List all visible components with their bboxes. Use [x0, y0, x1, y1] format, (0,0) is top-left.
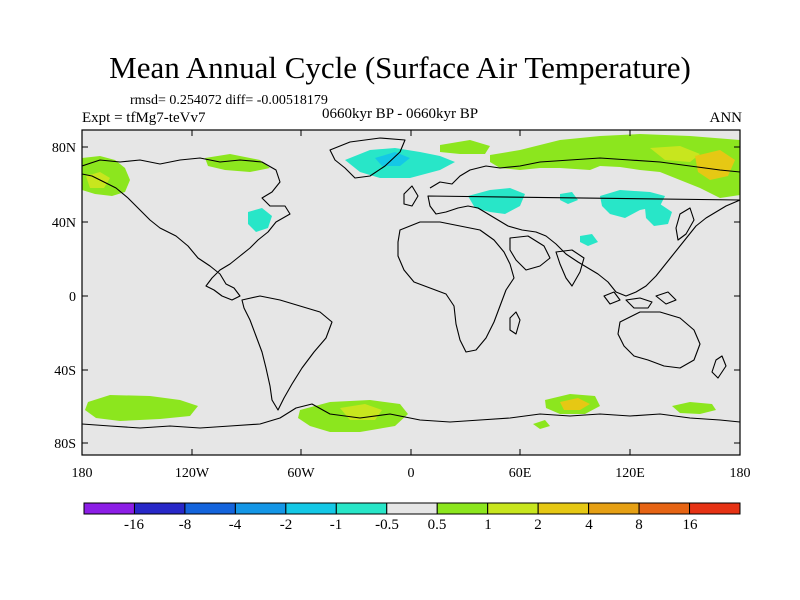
season-label: ANN [709, 110, 743, 126]
coast-india [555, 249, 585, 287]
lat-labels: 80N 40N 0 40S 80S [52, 141, 76, 452]
colorbar-swatch [83, 502, 135, 515]
east-antarctic-yellow-patch [560, 398, 590, 410]
colorbar-swatch [436, 502, 489, 515]
colorbar-swatch [487, 502, 539, 515]
experiment-label: Expt = tfMg7-teVv7 [82, 110, 206, 126]
coast-greenland [329, 137, 406, 179]
siberia-yellow-patch [650, 146, 700, 162]
colorbar-swatch [588, 502, 640, 515]
colorbar-label: 1 [484, 517, 492, 533]
coast-new-zealand [711, 355, 727, 379]
lon-label: 120E [615, 466, 645, 481]
coast-madagascar [509, 311, 521, 335]
colorbar-swatch [386, 502, 438, 515]
siberia-cyan-patch [600, 190, 665, 218]
coast-indonesia [603, 291, 677, 309]
lon-label: 0 [408, 466, 415, 481]
lon-label: 60W [287, 466, 315, 481]
far-east-cyan-patch [645, 204, 672, 226]
coast-north-america [82, 157, 291, 301]
europe-patch [468, 188, 525, 214]
coast-australia [617, 311, 701, 369]
colorbar-label: 4 [585, 517, 593, 533]
lon-label: 60E [509, 466, 532, 481]
stats-line: rmsd= 0.254072 diff= -0.00518179 [130, 93, 328, 108]
lat-label: 80N [52, 141, 76, 156]
plot-title: Mean Annual Cycle (Surface Air Temperatu… [109, 50, 691, 85]
colorbar-swatch [234, 502, 287, 515]
coast-africa [397, 221, 515, 353]
colorbar-label: -8 [178, 517, 192, 533]
colorbar-label: 0.5 [427, 517, 447, 533]
colorbar-swatch [638, 502, 691, 515]
colorbar-swatch [133, 502, 186, 515]
coast-arabia [509, 235, 551, 271]
lat-label: 40S [54, 364, 76, 379]
coast-antarctica [82, 403, 740, 429]
colorbar-swatch [335, 502, 388, 515]
colorbar-label: -2 [279, 517, 293, 533]
coast-japan [675, 207, 695, 241]
coast-eurasia [427, 157, 740, 297]
colorbar-swatch [285, 502, 337, 515]
colorbar-label: -1 [329, 517, 343, 533]
negative-anomaly-patches [248, 148, 672, 246]
siberia-gold-patch [695, 150, 735, 180]
lat-label: 80S [54, 437, 76, 452]
map-field [82, 130, 740, 455]
coast-south-america [241, 295, 333, 411]
antarctic-west-patch [85, 395, 198, 421]
greenland-north-patch [440, 140, 490, 154]
colorbar-swatch [184, 502, 236, 515]
great-lakes-patch [248, 208, 272, 232]
colorbar-label: 16 [682, 517, 698, 533]
lon-label: 120W [175, 466, 210, 481]
colorbar-swatch [537, 502, 590, 515]
lon-labels: 180 120W 60W 0 60E 120E 180 [72, 466, 751, 481]
antarctic-far-east-patch [672, 402, 716, 414]
colorbar-swatch [689, 502, 741, 515]
colorbar-label: 2 [534, 517, 542, 533]
antarctic-small-patch [533, 420, 550, 429]
colorbar-label: -4 [228, 517, 242, 533]
tibet-patch [580, 234, 598, 246]
colorbar-label: -16 [124, 517, 144, 533]
coastlines [82, 137, 740, 429]
colorbar-label: 8 [635, 517, 643, 533]
axis-ticks [81, 130, 741, 455]
lat-label: 40N [52, 216, 76, 231]
canada-patch [205, 154, 270, 172]
colorbar-label: -0.5 [375, 517, 399, 533]
lon-label: 180 [730, 466, 751, 481]
lon-label: 180 [72, 466, 93, 481]
coast-uk [403, 185, 419, 207]
period-label: 0660kyr BP - 0660kyr BP [321, 106, 479, 122]
colorbar [83, 502, 741, 515]
lat-label: 0 [69, 290, 76, 305]
